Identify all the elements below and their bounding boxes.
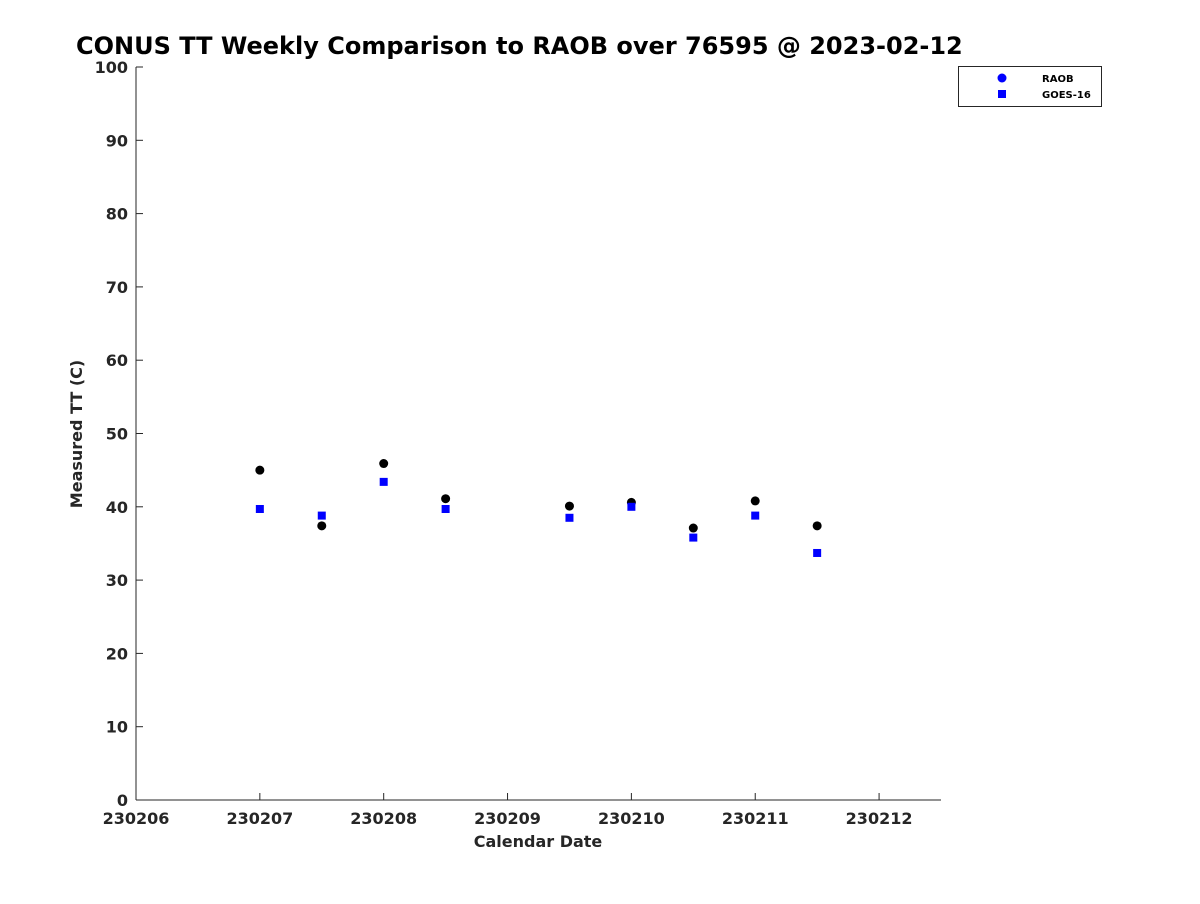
x-tick-label: 230206 [103,809,170,828]
chart-title: CONUS TT Weekly Comparison to RAOB over … [76,32,963,60]
legend-raob-marker [997,73,1007,83]
goes-16-point [751,511,760,520]
legend-goes16-marker [998,90,1006,98]
legend-goes16-label: GOES-16 [1042,90,1091,101]
x-tick-label: 230210 [598,809,665,828]
raob-point [317,521,327,531]
x-ticks: 230206 230207 230208 230209 230210 230211 2302… [103,793,913,828]
y-axis-label: Measured TT (C) [67,360,86,508]
raob-point [812,521,822,531]
x-tick-label: 230209 [474,809,541,828]
x-axis-label: Calendar Date [474,832,603,851]
y-tick-label: 50 [106,425,128,444]
y-tick-label: 20 [106,644,128,663]
raob-point [379,459,389,469]
legend-raob-label: RAOB [1042,74,1074,85]
goes-16-point [627,502,636,511]
goes-16-point [379,477,388,486]
goes-16-point [317,511,326,520]
axes [135,67,941,801]
y-tick-label: 0 [117,791,128,810]
raob-point [564,501,574,511]
legend-box [958,66,1102,107]
x-tick-label: 230212 [846,809,913,828]
y-tick-label: 40 [106,498,128,517]
raob-point [441,494,451,504]
raob-point [688,523,698,533]
y-tick-label: 90 [106,131,128,150]
y-tick-label: 70 [106,278,128,297]
legend: RAOB GOES-16 [958,66,1102,107]
y-tick-label: 60 [106,351,128,370]
goes-16-point [565,513,574,522]
raob-point [750,496,760,506]
raob-point [255,465,265,475]
y-ticks: 0 10 20 30 40 50 60 70 80 90 100 [95,58,143,810]
x-tick-label: 230211 [722,809,789,828]
y-tick-label: 10 [106,718,128,737]
y-tick-label: 80 [106,205,128,224]
goes-16-point [441,504,450,513]
y-tick-label: 100 [95,58,128,77]
goes-16-point [813,548,822,557]
y-tick-label: 30 [106,571,128,590]
goes-16-point [689,533,698,542]
data-points [255,459,822,557]
x-tick-label: 230208 [350,809,417,828]
x-tick-label: 230207 [226,809,293,828]
goes-16-point [255,504,264,513]
